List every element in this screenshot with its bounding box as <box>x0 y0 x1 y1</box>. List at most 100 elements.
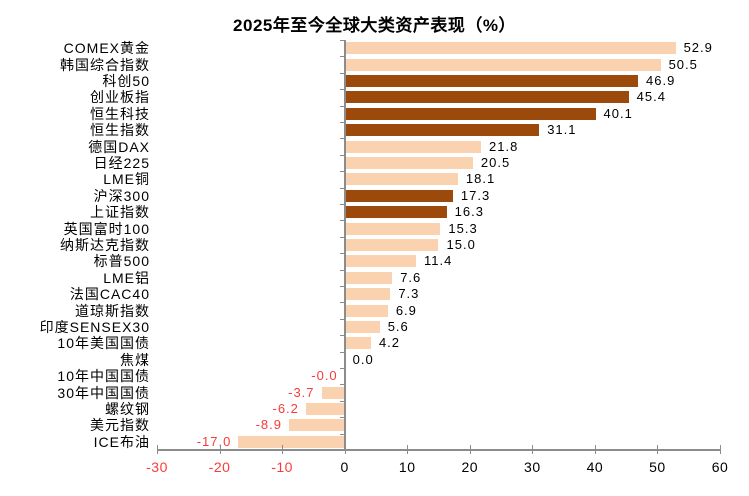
y-axis-tick <box>339 318 345 320</box>
y-axis-tick <box>339 105 345 107</box>
x-tick-label: 40 <box>586 459 604 475</box>
chart-title: 2025年至今全球大类资产表现（%） <box>233 16 516 35</box>
y-axis-tick <box>339 138 345 140</box>
bar-value: 20.5 <box>480 155 511 170</box>
bar-value: 52.9 <box>683 40 713 56</box>
bar <box>344 157 473 169</box>
bar <box>321 386 345 399</box>
category-label: 30年中国国债 <box>57 384 150 401</box>
y-axis-line <box>343 40 346 450</box>
x-tick-label: 10 <box>398 459 416 475</box>
category-label: 恒生指数 <box>90 122 150 139</box>
bar-value: 31.1 <box>547 122 577 138</box>
bar-value: 18.1 <box>465 171 496 187</box>
bar <box>288 419 345 432</box>
x-tick-label: 30 <box>524 459 541 475</box>
bar-value: 4.2 <box>378 335 401 351</box>
y-axis-tick <box>339 204 345 205</box>
category-label: 标普500 <box>93 253 150 270</box>
category-label: 印度SENSEX30 <box>39 319 150 335</box>
bar-value: 45.4 <box>636 89 666 105</box>
category-label: 法国CAC40 <box>69 286 150 303</box>
x-tick-label: 60 <box>711 459 729 475</box>
y-axis-tick <box>339 171 345 173</box>
bar-value: 50.5 <box>668 56 698 72</box>
y-axis-tick <box>339 269 345 271</box>
x-tick-label: 50 <box>649 459 666 475</box>
category-label: 焦煤 <box>120 351 150 368</box>
bar-value: 0.0 <box>352 351 374 367</box>
x-tick-label: -30 <box>146 459 168 475</box>
bar <box>344 321 380 333</box>
y-axis-tick <box>339 286 345 287</box>
x-axis-tick <box>720 445 721 454</box>
category-label: 10年美国国债 <box>57 335 150 352</box>
bar-value: -0.0 <box>311 368 338 384</box>
y-axis-tick <box>339 89 345 91</box>
bar <box>344 288 391 301</box>
y-axis-tick <box>339 236 345 238</box>
y-axis-tick <box>339 187 345 189</box>
plot-area: 52.9 50.5 46.9 45.4 40.1 31.1 21.8 20.5 18.1 17.3… <box>157 40 721 454</box>
y-axis-tick <box>339 253 345 255</box>
category-label: 沪深300 <box>93 187 150 204</box>
category-label: LME铜 <box>103 171 150 188</box>
bar <box>344 304 388 317</box>
category-label: 日经225 <box>93 155 150 171</box>
y-axis-tick <box>339 384 345 386</box>
y-axis-tick <box>339 40 345 41</box>
y-axis-tick <box>339 122 345 123</box>
category-label: COMEX黄金 <box>63 40 150 57</box>
category-label: 德国DAX <box>88 138 150 155</box>
category-label: 纳斯达克指数 <box>60 237 150 253</box>
category-label: 创业板指 <box>90 89 150 106</box>
category-label: 恒生科技 <box>90 105 150 122</box>
bar-value: 46.9 <box>646 73 676 88</box>
x-axis-line <box>157 449 720 451</box>
bar-value: 40.1 <box>603 105 633 121</box>
bar <box>344 58 661 71</box>
bar <box>344 239 439 251</box>
category-label: 英国富时100 <box>63 220 150 237</box>
bar <box>344 75 639 87</box>
bar-value: 5.6 <box>387 319 409 334</box>
bar <box>344 140 482 153</box>
bar-value: 17.3 <box>460 187 491 203</box>
bar <box>344 206 447 219</box>
y-axis-tick <box>339 72 345 74</box>
bar <box>344 107 596 120</box>
category-label: 美元指数 <box>90 417 150 434</box>
x-tick-label: -10 <box>271 459 293 475</box>
category-label: 韩国综合指数 <box>60 56 150 73</box>
bar-value: 21.8 <box>489 138 519 154</box>
y-axis-tick <box>339 220 345 222</box>
bar <box>344 189 453 202</box>
bar <box>344 255 416 268</box>
bar-value: 6.9 <box>395 302 417 318</box>
category-label: 道琼斯指数 <box>75 302 150 319</box>
bar-value: 15.3 <box>448 220 478 236</box>
y-axis-tick <box>339 335 345 337</box>
bar <box>344 271 393 284</box>
bar-value: 16.3 <box>454 204 484 220</box>
y-axis-tick <box>339 368 345 369</box>
bar-value: -6.2 <box>272 401 299 416</box>
bar-value: -17.0 <box>196 433 232 449</box>
x-tick-label: 0 <box>340 459 349 475</box>
bar <box>344 124 540 137</box>
category-label: 螺纹钢 <box>105 401 150 417</box>
bar-value: 7.6 <box>400 269 422 285</box>
bar <box>344 337 371 350</box>
category-label: ICE布油 <box>93 433 150 450</box>
x-tick-label: 20 <box>461 459 479 475</box>
y-axis-tick <box>339 302 345 304</box>
bar <box>344 91 629 104</box>
bar <box>344 42 676 55</box>
bar-value: 11.4 <box>423 253 453 269</box>
category-label: 10年中国国债 <box>57 368 150 385</box>
y-axis-tick <box>339 417 345 419</box>
category-label: 科创50 <box>102 73 150 89</box>
y-axis-tick <box>339 433 345 435</box>
y-axis-tick <box>339 56 345 58</box>
